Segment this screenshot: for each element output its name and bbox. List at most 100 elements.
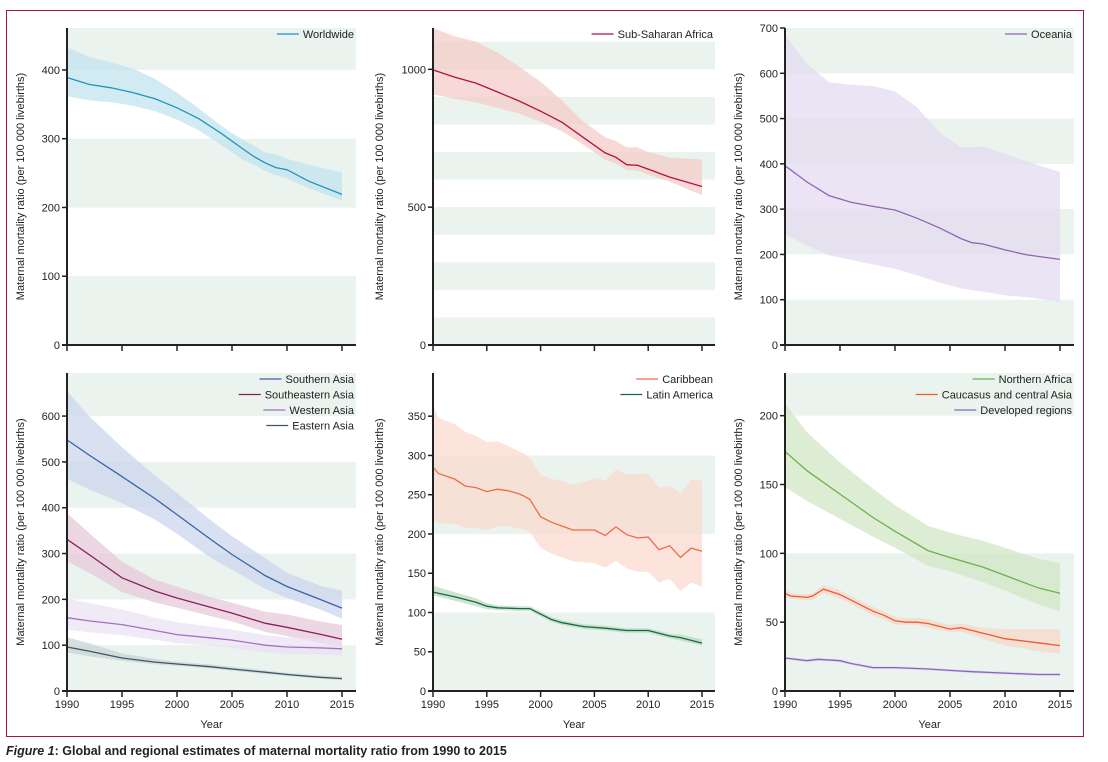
series-line-northern-africa [784, 451, 1061, 594]
y-tick-label: 250 [408, 490, 426, 502]
y-tick-label: 100 [408, 607, 426, 619]
x-axis-label: Year [563, 719, 586, 731]
y-tick-label: 300 [408, 450, 426, 462]
series-line-latin-america [432, 591, 703, 644]
y-tick-label: 150 [760, 480, 778, 492]
uncertainty-band-northern-africa [785, 403, 1060, 612]
figure-caption: Figure 1: Global and regional estimates … [6, 744, 507, 758]
y-axis-label: Maternal mortality ratio (per 100 000 li… [15, 73, 27, 300]
y-tick-label: 300 [42, 549, 60, 561]
x-tick-label: 2005 [220, 699, 244, 711]
uncertainty-band-eastern-asia [67, 637, 342, 680]
y-tick-label: 600 [760, 68, 778, 80]
y-tick-label: 0 [54, 686, 60, 698]
x-tick-label: 2015 [1048, 699, 1072, 711]
uncertainty-band-oceania [785, 34, 1060, 302]
panel-top-left: 0 100 200 300 400 Maternal mortality ratio (p… [15, 28, 356, 352]
y-tick-label: 0 [420, 686, 426, 698]
x-tick-label: 2015 [330, 699, 354, 711]
x-axis-label: Year [200, 719, 223, 731]
x-tick-label: 1990 [421, 699, 445, 711]
legend-label: Southeastern Asia [265, 390, 355, 402]
uncertainty-band-western-asia [67, 598, 342, 656]
background-band [433, 317, 715, 345]
figure-frame [6, 10, 1084, 737]
y-tick-label: 0 [772, 686, 778, 698]
uncertainty-band-caribbean [433, 404, 702, 592]
series-line-developed-regions [784, 657, 1060, 676]
legend-label: Developed regions [980, 405, 1072, 417]
background-band [67, 28, 356, 70]
x-tick-label: 1995 [828, 699, 852, 711]
y-tick-label: 100 [42, 271, 60, 283]
legend-label: Eastern Asia [292, 421, 355, 433]
background-band [433, 207, 715, 235]
y-axis-label: Maternal mortality ratio (per 100 000 li… [733, 73, 745, 300]
y-tick-label: 1000 [402, 64, 426, 76]
panel-bottom-left: 0 100 200 300 400 500 600 1990 1995 2000 2005 2010 2… [15, 373, 356, 731]
y-tick-label: 200 [760, 411, 778, 423]
legend-label: Western Asia [289, 405, 354, 417]
series-line-oceania [784, 165, 1061, 261]
y-tick-label: 400 [42, 503, 60, 515]
series-line-caribbean [432, 466, 703, 559]
legend-label: Caucasus and central Asia [942, 390, 1073, 402]
y-tick-label: 300 [760, 204, 778, 216]
y-axis-label: Maternal mortality ratio (per 100 000 li… [733, 418, 745, 645]
x-tick-label: 2005 [938, 699, 962, 711]
uncertainty-band-worldwide [67, 47, 342, 201]
x-tick-label: 1995 [110, 699, 134, 711]
legend-label: Southern Asia [286, 374, 355, 386]
uncertainty-band-sub-saharan-africa [433, 28, 702, 196]
y-tick-label: 500 [760, 114, 778, 126]
y-tick-label: 50 [766, 617, 778, 629]
y-tick-label: 200 [42, 202, 60, 214]
panel-bottom-center: 0 50 100 150 200 250 300 350 1990 1995 2000 2005 201… [374, 373, 715, 731]
legend-label: Worldwide [303, 29, 354, 41]
x-tick-label: 1990 [55, 699, 79, 711]
y-tick-label: 200 [42, 594, 60, 606]
x-tick-label: 2000 [883, 699, 907, 711]
series-line-worldwide [66, 76, 343, 196]
legend-label: Northern Africa [999, 374, 1073, 386]
y-tick-label: 500 [408, 202, 426, 214]
legend-label: Latin America [646, 390, 714, 402]
uncertainty-band-southeastern-asia [67, 513, 342, 647]
background-band [67, 373, 356, 417]
background-band [433, 262, 715, 290]
y-tick-label: 200 [760, 249, 778, 261]
y-tick-label: 200 [408, 529, 426, 541]
legend-label: Sub-Saharan Africa [618, 29, 714, 41]
y-axis-label: Maternal mortality ratio (per 100 000 li… [374, 418, 386, 645]
y-tick-label: 150 [408, 568, 426, 580]
y-axis-label: Maternal mortality ratio (per 100 000 li… [15, 418, 27, 645]
x-tick-label: 2000 [165, 699, 189, 711]
y-tick-label: 50 [414, 647, 426, 659]
y-tick-label: 100 [760, 295, 778, 307]
panel-top-right: 0 100 200 300 400 500 600 700 Maternal mortality… [733, 23, 1074, 352]
y-tick-label: 300 [42, 134, 60, 146]
x-axis-label: Year [918, 719, 941, 731]
y-tick-label: 350 [408, 411, 426, 423]
legend-label: Caribbean [662, 374, 713, 386]
series-line-caucasus-and-central-asia [784, 588, 1061, 647]
y-tick-label: 600 [42, 411, 60, 423]
x-tick-label: 1990 [773, 699, 797, 711]
x-tick-label: 2015 [690, 699, 714, 711]
y-tick-label: 0 [420, 340, 426, 352]
figure-caption-label: Figure 1 [6, 744, 55, 758]
y-axis-label: Maternal mortality ratio (per 100 000 li… [374, 73, 386, 300]
uncertainty-band-southern-asia [67, 391, 342, 619]
y-tick-label: 400 [42, 65, 60, 77]
panel-bottom-right: 0 50 100 150 200 1990 1995 2000 2005 2010 2015 Year… [733, 373, 1074, 731]
y-tick-label: 400 [760, 159, 778, 171]
figure-caption-text: : Global and regional estimates of mater… [54, 744, 507, 758]
series-line-western-asia [66, 617, 343, 650]
x-tick-label: 1995 [475, 699, 499, 711]
background-band [67, 276, 356, 345]
y-tick-label: 0 [54, 340, 60, 352]
series-line-eastern-asia [66, 646, 343, 680]
x-tick-label: 2010 [993, 699, 1017, 711]
series-line-southern-asia [66, 439, 343, 609]
x-tick-label: 2010 [636, 699, 660, 711]
